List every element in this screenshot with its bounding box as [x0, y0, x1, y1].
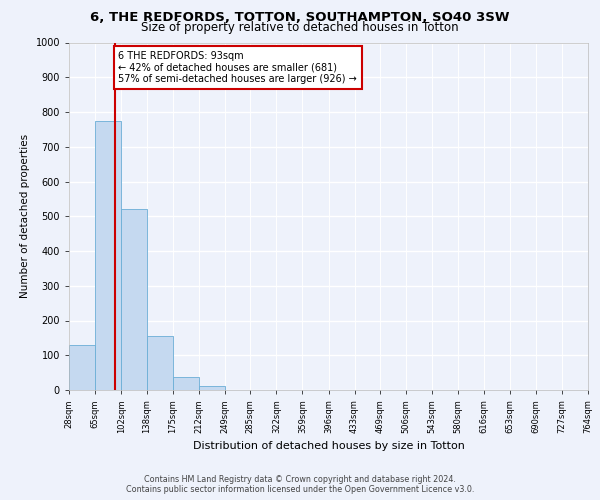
- Text: Size of property relative to detached houses in Totton: Size of property relative to detached ho…: [141, 21, 459, 34]
- Bar: [95, 120, 121, 390]
- Bar: [121, 210, 146, 390]
- Bar: [146, 336, 173, 390]
- Bar: [199, 386, 225, 390]
- Bar: [173, 377, 199, 390]
- Text: 6, THE REDFORDS, TOTTON, SOUTHAMPTON, SO40 3SW: 6, THE REDFORDS, TOTTON, SOUTHAMPTON, SO…: [90, 11, 510, 24]
- Text: Contains HM Land Registry data © Crown copyright and database right 2024.
Contai: Contains HM Land Registry data © Crown c…: [126, 474, 474, 494]
- X-axis label: Distribution of detached houses by size in Totton: Distribution of detached houses by size …: [193, 441, 464, 451]
- Y-axis label: Number of detached properties: Number of detached properties: [20, 134, 30, 298]
- Bar: [69, 345, 95, 390]
- Text: 6 THE REDFORDS: 93sqm
← 42% of detached houses are smaller (681)
57% of semi-det: 6 THE REDFORDS: 93sqm ← 42% of detached …: [118, 51, 357, 84]
